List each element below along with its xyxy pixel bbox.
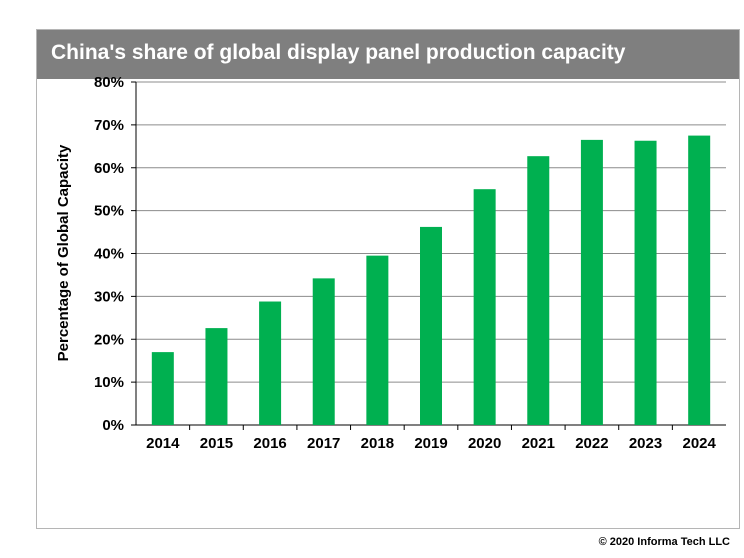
x-tick-label: 2015: [200, 435, 233, 452]
y-tick-label: 50%: [94, 203, 124, 220]
x-tick-label: 2024: [682, 435, 716, 452]
y-tick-label: 10%: [94, 374, 124, 391]
copyright-note: © 2020 Informa Tech LLC: [598, 536, 730, 548]
bar: [420, 226, 442, 425]
title-bar: China's share of global display panel pr…: [37, 30, 739, 79]
bar: [473, 189, 496, 425]
bar: [312, 278, 335, 425]
x-tick-label: 2016: [253, 435, 286, 452]
bar: [259, 301, 282, 425]
bar: [527, 156, 550, 425]
y-tick-label: 60%: [94, 160, 124, 177]
x-tick-label: 2021: [522, 435, 555, 452]
bar: [366, 255, 389, 425]
bar: [205, 328, 228, 425]
chart-title: China's share of global display panel pr…: [51, 41, 626, 64]
y-tick-label: 70%: [94, 117, 124, 134]
bar: [580, 139, 603, 425]
x-tick-label: 2019: [414, 435, 447, 452]
x-tick-label: 2014: [146, 435, 180, 452]
y-tick-label: 0%: [102, 417, 124, 434]
x-tick-label: 2020: [468, 435, 501, 452]
x-tick-label: 2018: [361, 435, 394, 452]
bar: [688, 135, 711, 425]
x-tick-label: 2017: [307, 435, 340, 452]
bar: [151, 352, 174, 425]
bar: [634, 140, 657, 425]
y-tick-label: 30%: [94, 288, 124, 305]
x-tick-label: 2022: [575, 435, 608, 452]
y-tick-label: 40%: [94, 246, 124, 263]
y-tick-label: 80%: [94, 74, 124, 91]
chart-frame: China's share of global display panel pr…: [36, 29, 740, 529]
y-tick-label: 20%: [94, 331, 124, 348]
x-tick-label: 2023: [629, 435, 662, 452]
y-axis-title: Percentage of Global Capacity: [55, 144, 72, 361]
